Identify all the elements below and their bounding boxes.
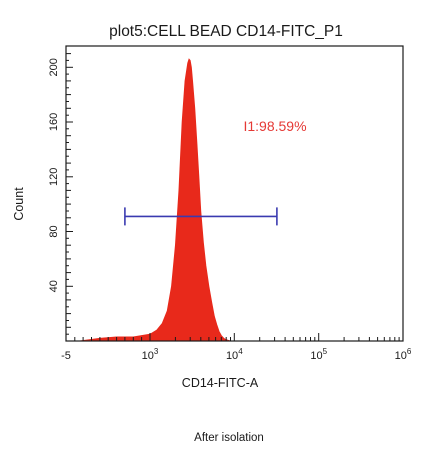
- figure-caption: After isolation: [194, 432, 264, 444]
- x-tick-label: 105: [310, 347, 327, 362]
- x-tick-label: 103: [142, 347, 159, 362]
- x-tick-label: 106: [395, 347, 412, 362]
- chart-title: plot5:CELL BEAD CD14-FITC_P1: [109, 23, 343, 40]
- x-tick-label: -5: [61, 350, 71, 362]
- y-axis-label: Count: [12, 187, 26, 221]
- x-tick-label: 104: [226, 347, 243, 362]
- y-tick-label: 80: [48, 225, 60, 237]
- y-tick-label: 40: [48, 280, 60, 292]
- x-axis-label: CD14-FITC-A: [182, 376, 259, 390]
- y-tick-label: 160: [48, 113, 60, 131]
- histogram-series-0: [78, 58, 235, 342]
- y-tick-label: 120: [48, 168, 60, 186]
- plot-area: 40 80 120 160 200 -5 103 104 105 106 I1:98.59%: [48, 45, 412, 362]
- gate-label: I1:98.59%: [243, 118, 306, 134]
- plot-frame: [65, 45, 404, 342]
- y-tick-label: 200: [48, 58, 60, 76]
